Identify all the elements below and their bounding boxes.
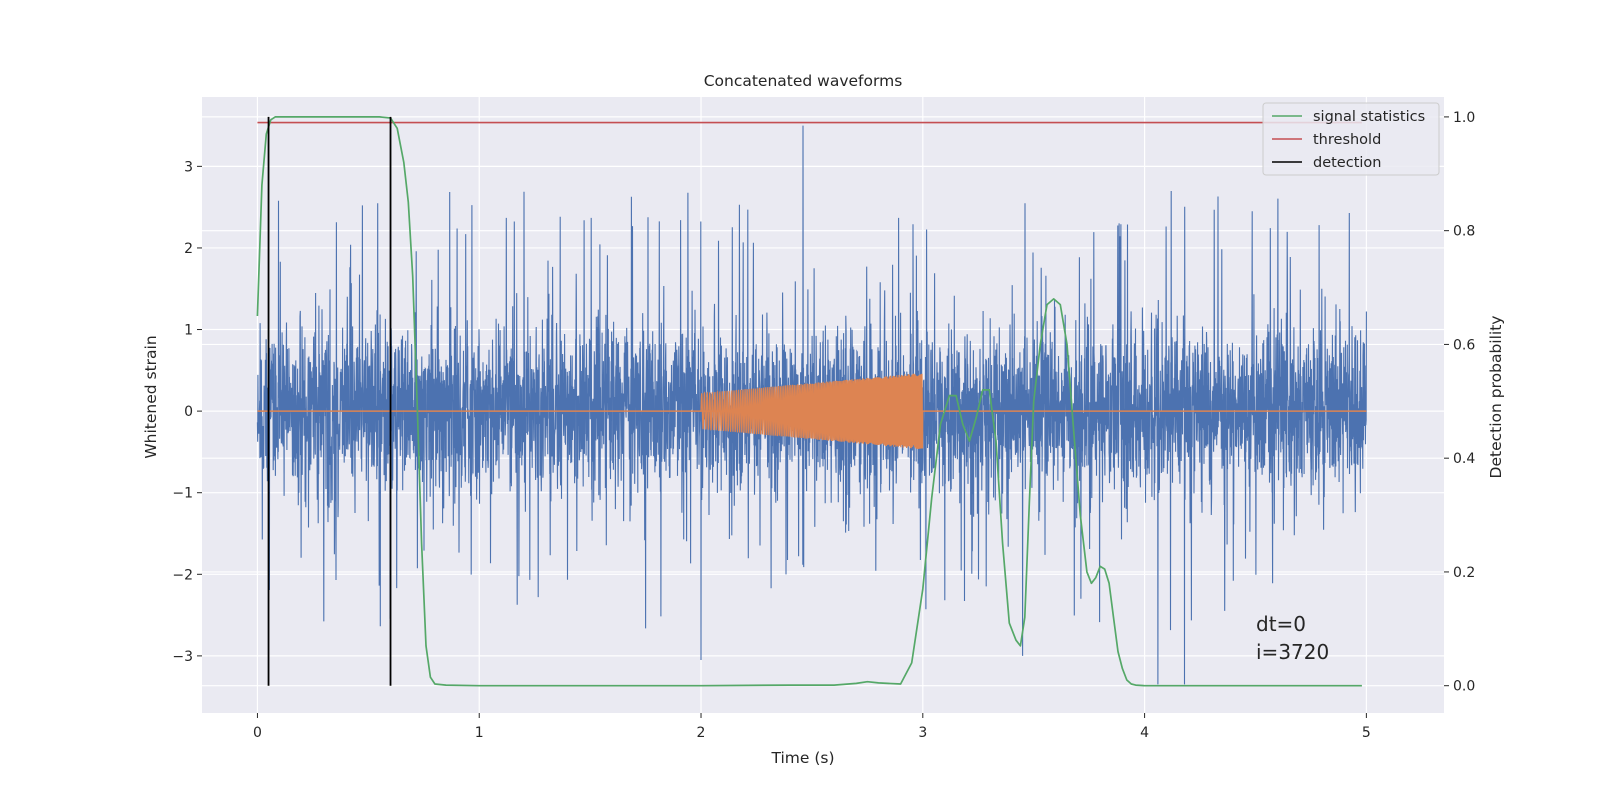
y-tick-label: 3 xyxy=(184,159,193,175)
y-axis-label: Whitened strain xyxy=(142,335,160,458)
x-tick-label: 1 xyxy=(475,725,484,741)
y-tick-label: −2 xyxy=(172,567,193,583)
y-tick-label: −3 xyxy=(172,649,193,665)
y-right-tick-label: 1.0 xyxy=(1453,110,1475,126)
x-tick-label: 3 xyxy=(918,725,927,741)
y-tick-label: 0 xyxy=(184,404,193,420)
annotation-index: i=3720 xyxy=(1256,640,1329,664)
y-tick-label: 2 xyxy=(184,241,193,257)
legend-box xyxy=(1262,102,1440,176)
y-axis-right-label: Detection probability xyxy=(1487,316,1505,479)
x-axis-label: Time (s) xyxy=(770,749,834,767)
y-right-tick-label: 0.2 xyxy=(1453,565,1475,581)
y-right-tick-label: 0.0 xyxy=(1453,679,1475,695)
y-right-tick-label: 0.6 xyxy=(1453,337,1475,353)
y-tick-label: 1 xyxy=(184,323,193,339)
x-tick-label: 4 xyxy=(1140,725,1149,741)
legend-threshold-label: threshold xyxy=(1313,132,1381,148)
y-tick-label: −1 xyxy=(172,486,193,502)
legend-detection-label: detection xyxy=(1313,155,1381,171)
waveform-chirp-line xyxy=(700,373,924,450)
y-axis-left: −3 −2 −1 0 1 2 3 xyxy=(172,159,202,665)
x-tick-label: 2 xyxy=(697,725,706,741)
chart-title: Concatenated waveforms xyxy=(704,72,903,90)
x-tick-label: 0 xyxy=(253,725,262,741)
legend: signal statistics threshold detection xyxy=(1262,102,1440,176)
annotation-dt: dt=0 xyxy=(1256,612,1306,636)
signal-statistics-series xyxy=(256,116,1362,687)
detection-series xyxy=(267,116,392,686)
x-axis: 0 1 2 3 4 5 xyxy=(253,713,1371,741)
signal-statistics-line xyxy=(256,116,1362,687)
y-right-tick-label: 0.8 xyxy=(1453,224,1475,240)
y-axis-right: 0.0 0.2 0.4 0.6 0.8 1.0 xyxy=(1444,110,1475,695)
legend-signal-label: signal statistics xyxy=(1313,109,1425,125)
y-right-tick-label: 0.4 xyxy=(1453,451,1475,467)
x-tick-label: 5 xyxy=(1362,725,1371,741)
waveform-series xyxy=(257,373,1367,450)
